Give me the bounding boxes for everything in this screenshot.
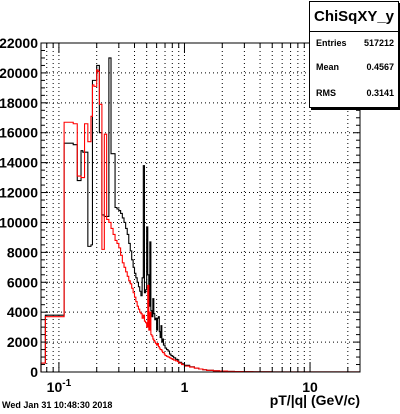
y-tick-label: 14000 [0, 155, 38, 171]
stats-entries-value: 517212 [363, 38, 394, 48]
red-series-line [40, 69, 360, 373]
y-tick-label: 8000 [7, 244, 38, 260]
y-tick-label: 18000 [0, 95, 38, 111]
stats-box: ChiSqXY_y Entries 517212 Mean 0.4567 RMS… [309, 1, 399, 108]
timestamp: Wed Jan 31 10:48:30 2018 [2, 400, 113, 410]
y-tick-label: 10000 [0, 214, 38, 230]
y-tick-label: 22000 [0, 35, 38, 51]
x-axis-title: pT/|q| (GeV/c) [269, 392, 360, 408]
y-tick-label: 2000 [7, 334, 38, 350]
x-tick-label: 10 [302, 379, 318, 395]
y-tick-label: 0 [30, 364, 38, 380]
stats-mean-label: Mean [316, 62, 340, 72]
stats-rms-label: RMS [316, 88, 336, 98]
y-tick-label: 16000 [0, 125, 38, 141]
x-tick-label: 1 [181, 379, 189, 395]
stats-entries-label: Entries [316, 38, 347, 48]
y-tick-label: 20000 [0, 65, 38, 81]
stats-title: ChiSqXY_y [310, 2, 398, 32]
y-tick-label: 12000 [0, 185, 38, 201]
y-tick-label: 6000 [7, 274, 38, 290]
y-tick-label: 4000 [7, 304, 38, 320]
x-tick-label: 10-1 [47, 378, 72, 395]
stats-rms-value: 0.3141 [366, 88, 394, 98]
stats-mean-value: 0.4567 [366, 62, 394, 72]
